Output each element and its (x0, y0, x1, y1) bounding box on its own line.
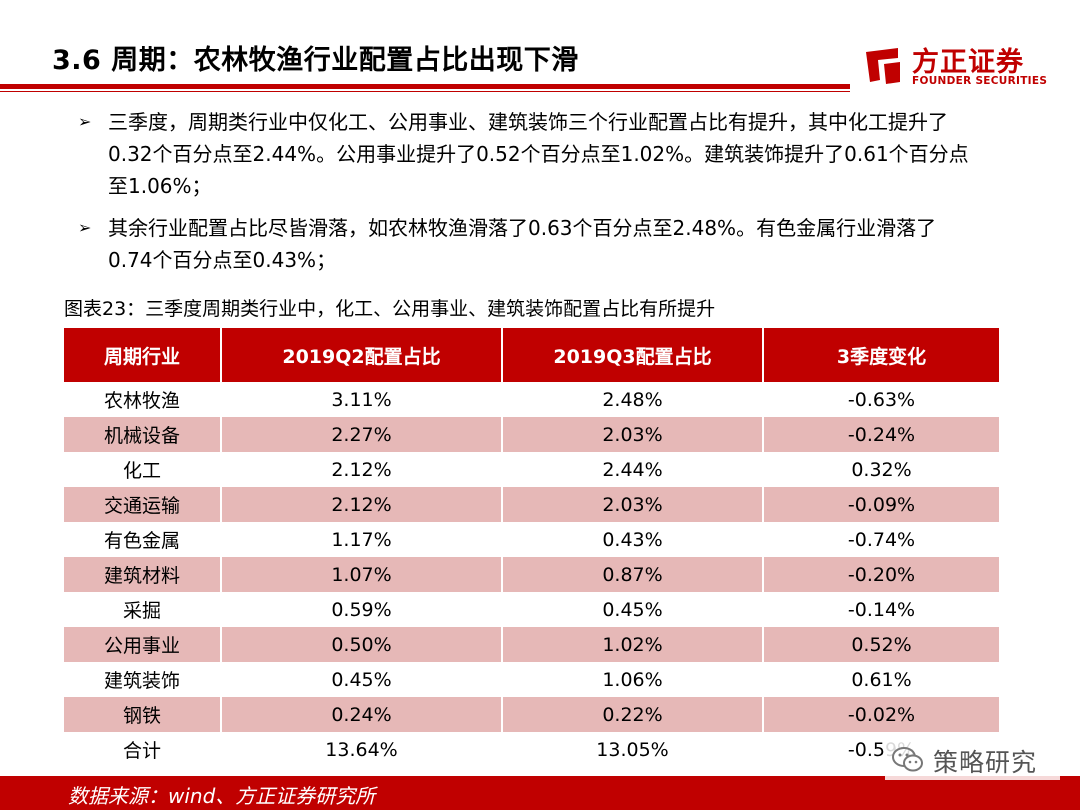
table-cell: 1.17% (220, 522, 502, 557)
watermark-text: 策略研究 (933, 748, 1038, 777)
title-divider (0, 84, 850, 89)
data-source: 数据来源：wind、方正证券研究所 (68, 784, 376, 808)
table-cell: 采掘 (64, 592, 221, 627)
table-cell: 1.02% (501, 627, 763, 662)
table-cell: 2.27% (220, 417, 502, 452)
table-cell: 0.50% (220, 627, 502, 662)
table-cell: 1.06% (501, 662, 763, 697)
table-cell: 公用事业 (64, 627, 221, 662)
table-cell: 0.22% (501, 697, 763, 732)
table-cell: -0.09% (762, 487, 999, 522)
bullet-item: ➢ 其余行业配置占比尽皆滑落，如农林牧渔滑落了0.63个百分点至2.48%。有色… (78, 212, 978, 276)
column-header: 2019Q3配置占比 (501, 328, 763, 382)
table-cell: 交通运输 (64, 487, 221, 522)
table-cell: 2.12% (220, 452, 502, 487)
table-cell: 建筑装饰 (64, 662, 221, 697)
table-cell: 2.44% (501, 452, 763, 487)
table-row: 有色金属 1.17% 0.43% -0.74% (64, 522, 999, 557)
table-cell: 化工 (64, 452, 221, 487)
brand-name-en: FOUNDER SECURITIES (912, 75, 1048, 87)
brand-name-cn: 方正证券 (912, 47, 1024, 78)
bullet-item: ➢ 三季度，周期类行业中仅化工、公用事业、建筑装饰三个行业配置占比有提升，其中化… (78, 106, 978, 202)
table-header-row: 周期行业 2019Q2配置占比 2019Q3配置占比 3季度变化 (64, 328, 999, 382)
table-cell: 钢铁 (64, 697, 221, 732)
table-cell: 2.03% (501, 487, 763, 522)
bullet-text: 其余行业配置占比尽皆滑落，如农林牧渔滑落了0.63个百分点至2.48%。有色金属… (108, 216, 937, 272)
table-cell: 0.52% (762, 627, 999, 662)
table-total-row: 合计 13.64% 13.05% -0.59% (64, 732, 999, 767)
table-cell: 建筑材料 (64, 557, 221, 592)
arrow-bullet-icon: ➢ (78, 218, 92, 237)
table-cell: 1.07% (220, 557, 502, 592)
table-cell: 0.32% (762, 452, 999, 487)
footer-bar: 数据来源：wind、方正证券研究所 (0, 776, 1080, 810)
table-cell: 0.45% (501, 592, 763, 627)
table-row: 农林牧渔 3.11% 2.48% -0.63% (64, 382, 999, 417)
arrow-bullet-icon: ➢ (78, 112, 92, 131)
column-header: 2019Q2配置占比 (220, 328, 502, 382)
column-header: 3季度变化 (762, 328, 999, 382)
table-cell: -0.74% (762, 522, 999, 557)
table-cell: 农林牧渔 (64, 382, 221, 417)
table-cell: -0.20% (762, 557, 999, 592)
title-divider-thin (0, 91, 850, 92)
table-cell: 3.11% (220, 382, 502, 417)
table-cell: 2.48% (501, 382, 763, 417)
table-cell: -0.02% (762, 697, 999, 732)
table-cell: 0.43% (501, 522, 763, 557)
table-cell: 2.12% (220, 487, 502, 522)
table-row: 建筑装饰 0.45% 1.06% 0.61% (64, 662, 999, 697)
table-cell: 有色金属 (64, 522, 221, 557)
table-cell: 机械设备 (64, 417, 221, 452)
table-cell: 0.87% (501, 557, 763, 592)
bullet-list: ➢ 三季度，周期类行业中仅化工、公用事业、建筑装饰三个行业配置占比有提升，其中化… (78, 106, 978, 286)
table-row: 建筑材料 1.07% 0.87% -0.20% (64, 557, 999, 592)
table-cell: -0.14% (762, 592, 999, 627)
table-cell: -0.24% (762, 417, 999, 452)
column-header: 周期行业 (64, 328, 221, 382)
table-cell: 0.61% (762, 662, 999, 697)
table-row: 公用事业 0.50% 1.02% 0.52% (64, 627, 999, 662)
table-row: 化工 2.12% 2.44% 0.32% (64, 452, 999, 487)
table-row: 采掘 0.59% 0.45% -0.14% (64, 592, 999, 627)
table-cell: 13.64% (220, 732, 502, 767)
brand-logo: 方正证券 FOUNDER SECURITIES (862, 40, 1062, 92)
figure-caption: 图表23：三季度周期类行业中，化工、公用事业、建筑装饰配置占比有所提升 (64, 298, 716, 320)
page-title: 3.6 周期：农林牧渔行业配置占比出现下滑 (52, 45, 579, 76)
founder-logo-icon (866, 48, 900, 84)
table-cell: 0.59% (220, 592, 502, 627)
bullet-text: 三季度，周期类行业中仅化工、公用事业、建筑装饰三个行业配置占比有提升，其中化工提… (108, 110, 969, 198)
table-cell: 0.45% (220, 662, 502, 697)
table-cell: 合计 (64, 732, 221, 767)
table-row: 钢铁 0.24% 0.22% -0.02% (64, 697, 999, 732)
allocation-table: 周期行业 2019Q2配置占比 2019Q3配置占比 3季度变化 农林牧渔 3.… (64, 328, 999, 767)
table-row: 交通运输 2.12% 2.03% -0.09% (64, 487, 999, 522)
table-cell: 13.05% (501, 732, 763, 767)
wechat-watermark: 策略研究 (885, 740, 1060, 780)
table-cell: -0.63% (762, 382, 999, 417)
table-cell: 0.24% (220, 697, 502, 732)
table-cell: 2.03% (501, 417, 763, 452)
table-row: 机械设备 2.27% 2.03% -0.24% (64, 417, 999, 452)
wechat-icon (892, 747, 923, 772)
